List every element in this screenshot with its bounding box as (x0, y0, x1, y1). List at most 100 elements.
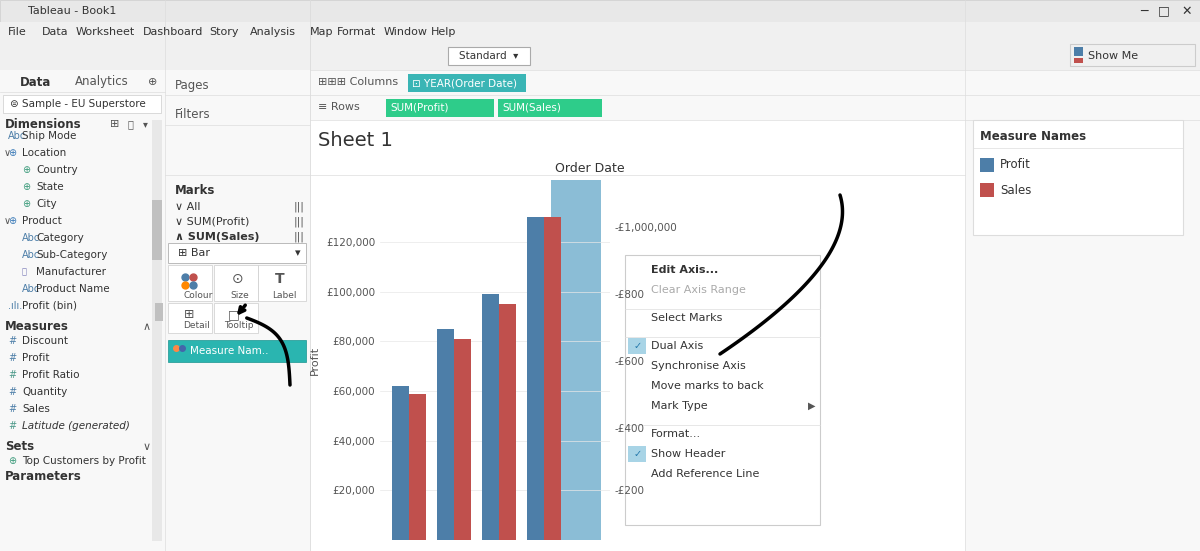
Text: Show Header: Show Header (650, 449, 725, 459)
Text: Profit: Profit (22, 353, 49, 363)
Bar (0, 42, 1200, 70)
Text: ∨: ∨ (143, 442, 151, 452)
Text: Tooltip: Tooltip (224, 321, 253, 331)
Text: ✓: ✓ (634, 449, 642, 459)
Text: Location: Location (22, 148, 66, 158)
Bar (152, 200, 162, 260)
Text: ∧: ∧ (143, 322, 151, 332)
Text: Product Name: Product Name (36, 284, 109, 294)
Text: Top Customers by Profit: Top Customers by Profit (22, 456, 146, 466)
Text: Profit Ratio: Profit Ratio (22, 370, 79, 380)
Text: ⊕: ⊕ (8, 216, 16, 226)
Bar (258, 265, 306, 301)
Text: Sales: Sales (1000, 183, 1031, 197)
Text: Dimensions: Dimensions (5, 117, 82, 131)
Text: Quantity: Quantity (22, 387, 67, 397)
Text: ⊕: ⊕ (148, 77, 157, 87)
Bar (386, 99, 494, 117)
Text: Dashboard: Dashboard (143, 27, 203, 37)
Text: Pages: Pages (175, 78, 210, 91)
Text: Category: Category (36, 233, 84, 243)
Text: #: # (8, 387, 16, 397)
Text: Size: Size (230, 291, 248, 300)
Text: Country: Country (36, 165, 78, 175)
Text: ⊕: ⊕ (22, 199, 30, 209)
Text: Window: Window (384, 27, 428, 37)
Bar (310, 120, 965, 551)
Bar (214, 303, 258, 333)
Text: Show Me: Show Me (1088, 51, 1138, 61)
Text: Move marks to back: Move marks to back (650, 381, 763, 391)
Text: |||: ||| (294, 217, 305, 227)
Text: Analysis: Analysis (250, 27, 295, 37)
Text: ⊜ Sample - EU Superstore: ⊜ Sample - EU Superstore (10, 99, 145, 109)
Text: Profit: Profit (1000, 159, 1031, 171)
Bar (152, 120, 162, 541)
Bar (155, 303, 163, 321)
Text: Select Marks: Select Marks (650, 313, 722, 323)
Bar (1074, 47, 1084, 56)
Text: □: □ (228, 309, 240, 321)
Bar (0, 70, 166, 551)
Text: #: # (8, 404, 16, 414)
Text: SUM(Sales): SUM(Sales) (502, 103, 560, 113)
Text: ⊕: ⊕ (8, 456, 16, 466)
Text: #: # (8, 370, 16, 380)
Text: Profit (bin): Profit (bin) (22, 301, 77, 311)
Bar (214, 265, 258, 301)
Bar (310, 70, 965, 120)
Text: Measure Names: Measure Names (980, 131, 1086, 143)
Text: Synchronise Axis: Synchronise Axis (650, 361, 745, 371)
Text: Format: Format (337, 27, 377, 37)
Text: ✕: ✕ (1182, 4, 1192, 18)
Bar (0, 70, 166, 92)
Text: Map: Map (310, 27, 334, 37)
Bar (499, 304, 516, 540)
Bar (980, 183, 994, 197)
Text: ≡ Rows: ≡ Rows (318, 102, 360, 112)
Bar (0, 0, 1200, 22)
Bar (628, 446, 646, 462)
Bar (454, 339, 472, 540)
Text: ⊞: ⊞ (110, 119, 119, 129)
Text: ▶: ▶ (808, 401, 816, 411)
Text: Abc: Abc (22, 233, 41, 243)
Text: ✓: ✓ (634, 341, 642, 351)
Text: Abc: Abc (22, 250, 41, 260)
Text: #: # (8, 421, 16, 431)
Text: Edit Axis...: Edit Axis... (650, 265, 719, 275)
Text: Measures: Measures (5, 321, 68, 333)
Text: □: □ (1158, 4, 1170, 18)
Text: Data: Data (20, 75, 52, 89)
Text: ∨: ∨ (4, 216, 11, 226)
Text: ⊡ YEAR(Order Date): ⊡ YEAR(Order Date) (412, 78, 517, 88)
Text: Manufacturer: Manufacturer (36, 267, 106, 277)
Text: ─: ─ (1140, 4, 1148, 18)
Text: Ship Mode: Ship Mode (22, 131, 77, 141)
Text: |||: ||| (294, 202, 305, 212)
Text: Latitude (generated): Latitude (generated) (22, 421, 130, 431)
Text: Dual Axis: Dual Axis (650, 341, 703, 351)
Bar (391, 386, 409, 540)
Text: SUM(Profit): SUM(Profit) (390, 103, 449, 113)
Text: Filters: Filters (175, 109, 211, 122)
Text: File: File (8, 27, 26, 37)
Text: ⊞⊞⊞ Columns: ⊞⊞⊞ Columns (318, 77, 398, 87)
Text: ∧ SUM(Sales): ∧ SUM(Sales) (175, 232, 259, 242)
Text: ∨: ∨ (4, 148, 11, 158)
Bar (482, 294, 499, 540)
Text: Abc: Abc (22, 284, 41, 294)
Text: Sheet 1: Sheet 1 (318, 131, 392, 149)
Bar (973, 120, 1183, 235)
Bar (2, 95, 161, 113)
Bar (168, 340, 306, 362)
Text: 🔗: 🔗 (22, 267, 28, 277)
Text: Help: Help (431, 27, 456, 37)
Text: .ılı.: .ılı. (8, 301, 23, 311)
Text: #: # (8, 336, 16, 346)
Bar (498, 99, 602, 117)
Bar (1070, 44, 1195, 66)
Text: #: # (8, 353, 16, 363)
Text: ⊙: ⊙ (232, 272, 244, 286)
Text: Colour: Colour (182, 291, 212, 300)
